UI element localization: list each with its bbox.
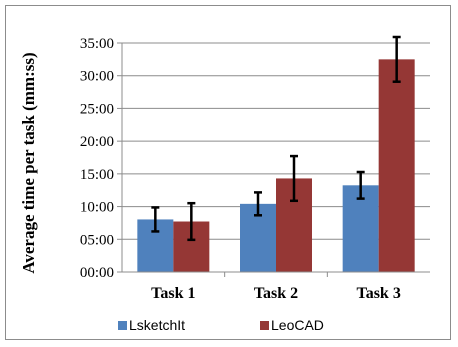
y-tick-label: 30:00 [80, 69, 114, 85]
legend: LsketchIt LeoCAD [118, 317, 324, 333]
legend-label: LsketchIt [129, 317, 185, 333]
x-category-label: Task 3 [357, 285, 401, 302]
y-tick-label: 20:00 [80, 134, 114, 150]
bars [137, 59, 415, 272]
y-tick-label: 15:00 [80, 167, 114, 183]
legend-swatch [260, 321, 269, 330]
chart-frame [5, 5, 451, 340]
y-tick-label: 10:00 [80, 200, 114, 216]
legend-swatch [118, 321, 127, 330]
x-category-label: Task 1 [151, 285, 195, 302]
y-axis-label: Average time per task (mm:ss) [19, 52, 38, 273]
y-tick-label: 00:00 [80, 265, 114, 281]
y-tick-label: 35:00 [80, 36, 114, 52]
x-category-label: Task 2 [254, 285, 298, 302]
bar [378, 59, 415, 272]
axes [117, 42, 430, 277]
error-bars [151, 35, 401, 242]
y-tick-label: 25:00 [80, 101, 114, 117]
labels: 00:00 05:00 10:00 15:00 20:00 25:00 30:00 35:00… [80, 36, 401, 302]
legend-label: LeoCAD [271, 317, 324, 333]
y-tick-label: 05:00 [80, 232, 114, 248]
